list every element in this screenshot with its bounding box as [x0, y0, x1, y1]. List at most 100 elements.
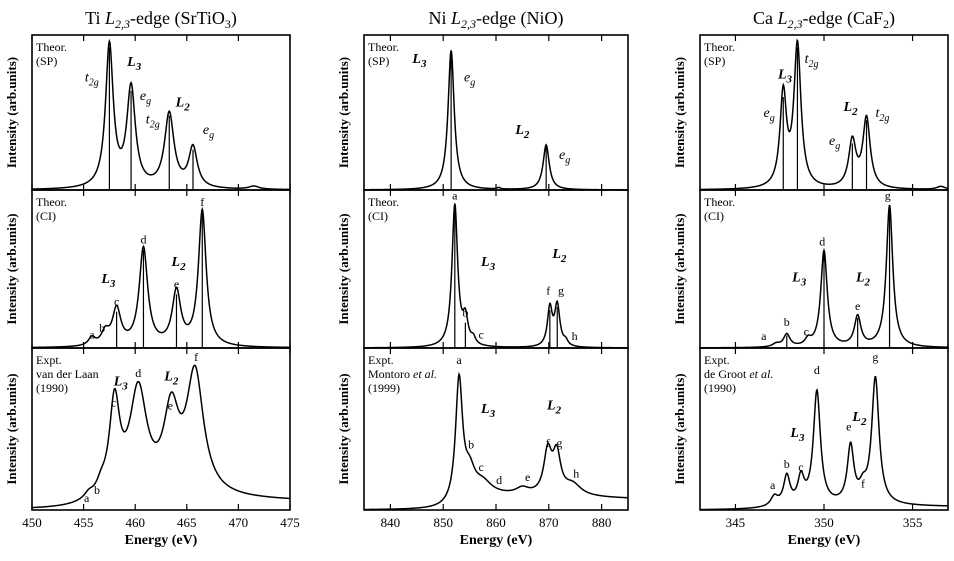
edge-letter: L — [171, 255, 181, 270]
orbital-letter: e — [763, 106, 769, 121]
title-close: ) — [231, 8, 237, 29]
note-et-al: et al. — [749, 367, 773, 381]
edge-label: L3 — [791, 271, 807, 289]
x-tick-label: 350 — [814, 515, 834, 530]
edge-label: L2 — [163, 369, 179, 387]
title-element: Ti — [85, 8, 105, 28]
peak-label: d — [140, 233, 146, 247]
title-edge-subscript: 2,3 — [115, 17, 130, 31]
orbital-letter: t — [805, 52, 810, 67]
panel-note-line: (1990) — [704, 381, 736, 395]
edge-letter: L — [480, 402, 490, 417]
spectrum-line — [699, 38, 949, 191]
orbital-letter: e — [140, 89, 146, 104]
title-element: Ni — [429, 8, 452, 28]
orbital-subscript: g — [835, 141, 840, 152]
spectrum-line — [31, 206, 290, 349]
peak-label: c — [114, 294, 119, 308]
spectrum-line — [364, 371, 629, 511]
peak-label: eg — [140, 89, 151, 107]
panel-frame — [363, 34, 629, 191]
edge-subscript: 3 — [121, 380, 128, 392]
x-axis-label: Energy (eV) — [125, 533, 198, 548]
peak-label: b — [94, 483, 100, 497]
panel-note-line: de Groot et al. — [704, 367, 773, 381]
peak-label: c — [111, 395, 116, 409]
peak-label: b — [99, 321, 105, 335]
panel-1: Intensity (arb.units)Theor.(SP)t2gL3egt2… — [4, 34, 291, 191]
chart-title: Ni L2,3-edge (NiO) — [429, 8, 564, 31]
edge-letter: L — [843, 100, 853, 115]
panel-3: Intensity (arb.units) Expt.van der Laan(1… — [4, 347, 291, 511]
edge-letter: L — [100, 272, 110, 287]
edge-letter: L — [514, 123, 524, 138]
y-axis-label: Intensity (arb.units) — [336, 373, 351, 484]
peak-label: t2g — [85, 71, 99, 89]
edge-subscript: 3 — [109, 278, 116, 290]
x-axis-label: Energy (eV) — [788, 533, 861, 548]
peak-label: f — [194, 350, 198, 364]
orbital-subscript: g — [565, 155, 570, 166]
orbital-subscript: g — [770, 113, 775, 124]
peak-label: a — [452, 188, 458, 202]
title-edge: L — [777, 8, 788, 28]
panel-note-line: Theor. — [36, 40, 67, 54]
edge-letter: L — [175, 95, 185, 110]
edge-letter: L — [851, 410, 861, 425]
panel-note-line: Theor. — [36, 195, 67, 209]
spectrum-line — [364, 50, 628, 191]
panel-frame — [31, 189, 291, 349]
peak-label: g — [558, 283, 564, 297]
orbital-letter: e — [559, 148, 565, 163]
chart-title: Ti L2,3-edge (SrTiO3) — [85, 8, 237, 31]
panel-note-line: Theor. — [368, 40, 399, 54]
panel-note-line: (CI) — [368, 209, 388, 223]
edge-letter: L — [777, 67, 787, 82]
y-axis-label: Intensity (arb.units) — [336, 57, 351, 168]
edge-subscript: 3 — [800, 277, 807, 289]
panel-note-line: (SP) — [704, 54, 725, 68]
x-tick-label: 345 — [726, 515, 746, 530]
title-compound: -edge (NiO) — [476, 8, 563, 29]
orbital-subscript: 2g — [879, 113, 889, 124]
panel-note-line: Expt. — [704, 353, 730, 367]
peak-label: t2g — [146, 112, 160, 130]
panel-note-line: Expt. — [368, 353, 394, 367]
peak-label: c — [804, 324, 809, 338]
edge-label: L3 — [480, 255, 496, 273]
peak-label: g — [872, 350, 878, 364]
peak-label: b — [462, 305, 468, 319]
peak-label: eg — [464, 71, 475, 89]
peak-label: d — [819, 234, 825, 248]
edge-label: L2 — [851, 410, 867, 428]
y-axis-label: Intensity (arb.units) — [336, 213, 351, 324]
x-tick-label: 465 — [177, 515, 197, 530]
panel-2: Intensity (arb.units)Theor.(CI)abcL3deL2… — [672, 188, 949, 349]
note-text: Montoro — [368, 367, 413, 381]
title-compound-subscript: 2 — [883, 17, 889, 31]
y-axis-label: Intensity (arb.units) — [4, 373, 19, 484]
orbital-subscript: 2g — [150, 119, 160, 130]
x-tick-label: 355 — [903, 515, 923, 530]
title-edge: L — [450, 8, 461, 28]
orbital-letter: e — [829, 134, 835, 149]
peak-label: c — [479, 460, 484, 474]
chart-1: Ti L2,3-edge (SrTiO3) Intensity (arb.unit… — [4, 8, 300, 548]
y-axis-label: Intensity (arb.units) — [672, 57, 687, 168]
peak-label: h — [573, 467, 579, 481]
peak-label: h — [572, 329, 578, 343]
chart-2: Ni L2,3-edge (NiO) Intensity (arb.units) T… — [336, 8, 629, 548]
panel-3: Intensity (arb.units) Expt.Montoro et al.… — [336, 347, 629, 511]
edge-label: L3 — [411, 52, 427, 70]
peak-label: f — [861, 476, 865, 490]
peak-label: f — [200, 195, 204, 209]
panel-note-line: van der Laan — [36, 367, 99, 381]
edge-label: L3 — [480, 402, 496, 420]
panel-note-line: Theor. — [704, 40, 735, 54]
spectrum-line — [31, 38, 291, 191]
spectrum-line — [363, 203, 628, 349]
edge-subscript: 2 — [864, 277, 871, 289]
panel-3: Intensity (arb.units) Expt.de Groot et al… — [672, 347, 949, 511]
